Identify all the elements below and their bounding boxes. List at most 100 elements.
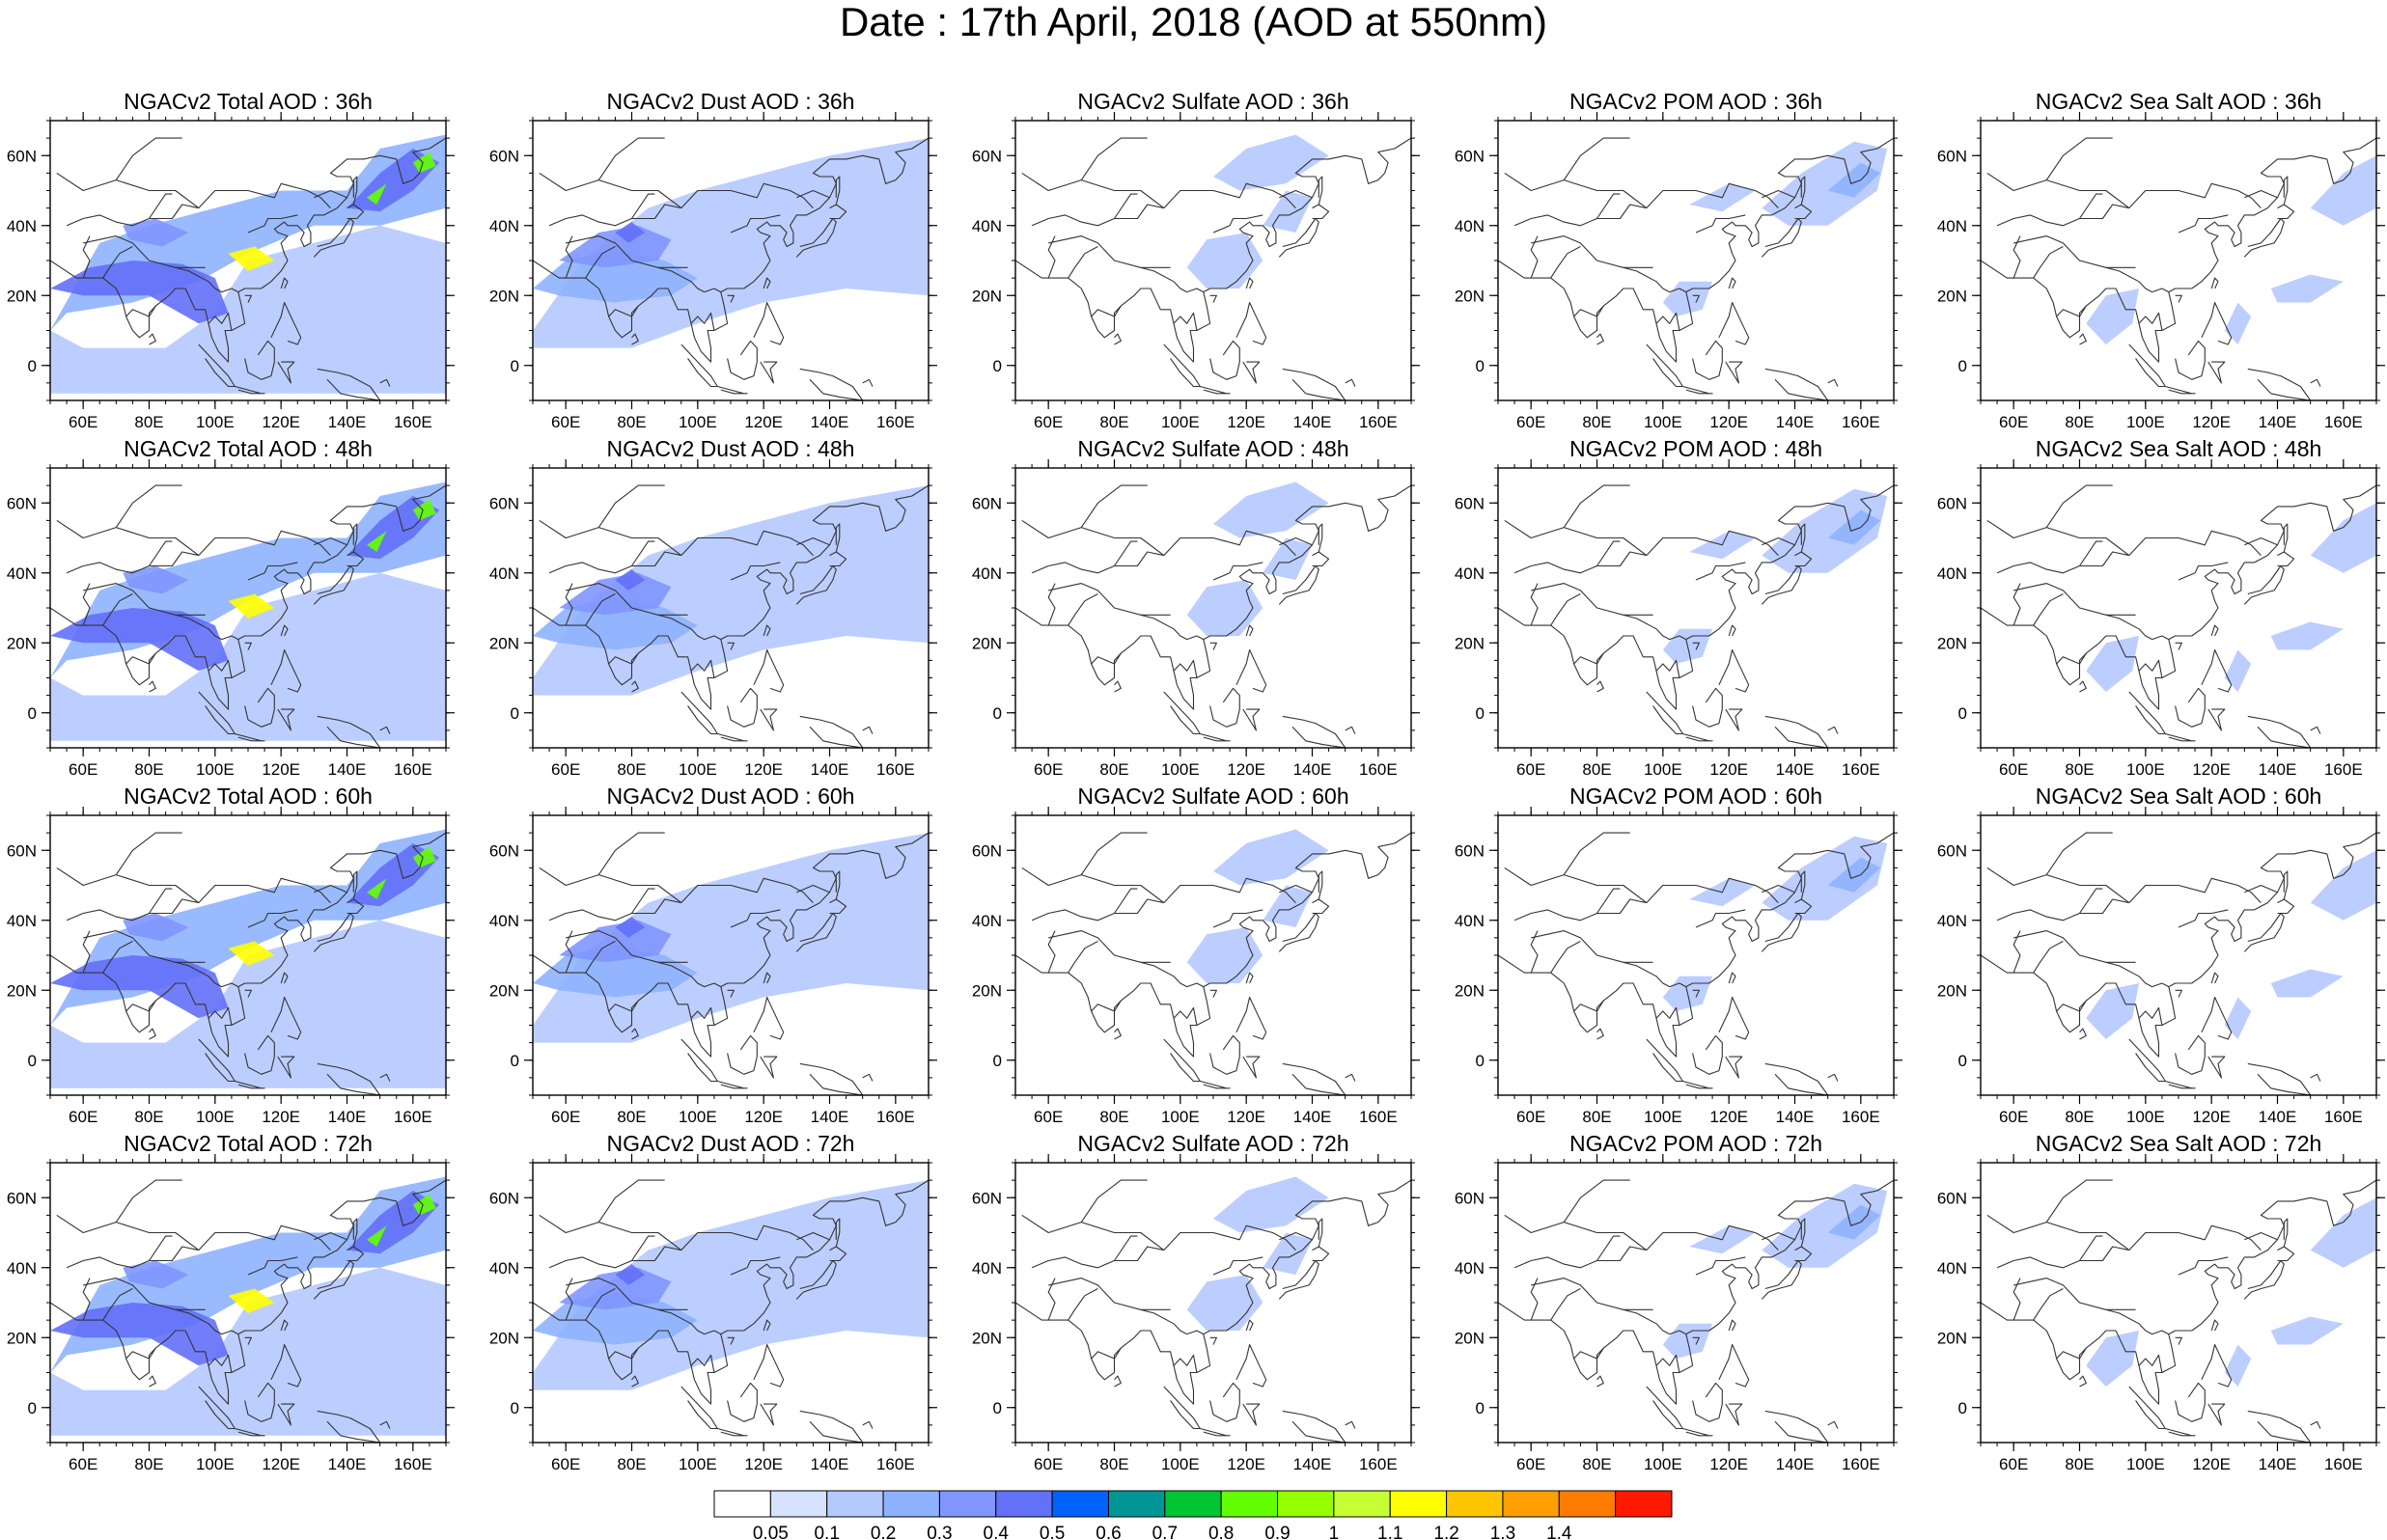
coastline	[2244, 189, 2278, 199]
lat-tick-label: 60N	[1937, 494, 1967, 512]
coastline	[1646, 877, 1779, 903]
lon-tick-label: 120E	[2192, 413, 2231, 431]
lon-tick-label: 60E	[1516, 413, 1545, 431]
aod-field	[533, 833, 929, 1043]
coastline	[125, 305, 156, 317]
coastline	[1212, 909, 1263, 928]
coastline	[1245, 1319, 1254, 1332]
coastline	[835, 1218, 841, 1248]
coastline	[1015, 1179, 1411, 1405]
panel-title: NGACv2 Sulfate AOD : 60h	[1077, 784, 1348, 809]
coastline	[1498, 1179, 1894, 1405]
lon-tick-label: 60E	[1034, 1455, 1063, 1473]
coastline	[1530, 930, 1539, 974]
coastline	[125, 652, 156, 665]
coastline	[2175, 294, 2182, 303]
coastline	[1531, 1278, 1653, 1310]
coastline	[2056, 1000, 2087, 1012]
lat-tick-label: 0	[28, 1399, 37, 1417]
lat-tick-label: 40N	[7, 1259, 37, 1278]
colorbar-swatch	[882, 1490, 940, 1518]
lat-tick-label: 60N	[1455, 494, 1485, 512]
lon-tick-label: 100E	[1161, 1108, 1200, 1126]
coastline	[2128, 344, 2166, 388]
aod-contour	[533, 945, 698, 998]
coastline	[1623, 1308, 1687, 1335]
aod-contour	[412, 151, 436, 174]
aod-field	[1186, 134, 1329, 289]
coastline	[730, 909, 781, 928]
colorbar-swatch	[1107, 1490, 1166, 1518]
coastline-layer	[50, 484, 446, 748]
lat-tick-label: 0	[1476, 1399, 1485, 1417]
coastline	[1986, 866, 2130, 904]
lat-tick-label: 20N	[7, 287, 37, 305]
coastline	[608, 305, 639, 317]
coastline	[539, 172, 682, 209]
lat-tick-label: 0	[1958, 704, 1967, 723]
coastline	[314, 884, 347, 894]
lon-tick-label: 60E	[69, 1455, 97, 1473]
aod-contour	[615, 222, 646, 243]
aod-field	[2086, 1197, 2376, 1387]
coastline	[2079, 888, 2103, 914]
colorbar-swatch	[938, 1490, 997, 1518]
aod-contour	[1213, 481, 1329, 538]
coastline	[717, 385, 748, 395]
lon-tick-label: 60E	[1034, 413, 1063, 431]
coastline	[862, 1073, 874, 1082]
coastline	[314, 1231, 347, 1241]
coastline	[1245, 972, 1254, 984]
coastline	[1596, 333, 1604, 345]
coastline	[208, 1354, 233, 1373]
coastline	[379, 378, 391, 387]
coastline	[2128, 877, 2262, 903]
coastline	[270, 301, 302, 345]
lon-tick-label: 140E	[1293, 1455, 1332, 1473]
lon-tick-label: 60E	[1516, 1108, 1545, 1126]
coastline	[1209, 340, 1240, 380]
coastline	[347, 898, 365, 915]
coastline	[2243, 217, 2285, 258]
coastline	[1114, 193, 1138, 219]
lat-tick-label: 40N	[1455, 564, 1485, 583]
map-background	[1981, 121, 2376, 400]
coastline	[565, 235, 573, 279]
coastline	[2165, 1427, 2196, 1437]
coastline	[2165, 732, 2196, 742]
panel-title: NGACv2 Total AOD : 60h	[124, 784, 373, 809]
coastline	[2178, 909, 2229, 928]
aod-contour	[615, 569, 646, 591]
coastline	[2310, 1073, 2321, 1082]
coastline	[1345, 1420, 1356, 1429]
coastline	[1692, 340, 1723, 380]
lon-tick-label: 60E	[69, 760, 97, 779]
coastline	[270, 648, 302, 693]
lon-tick-label: 160E	[2324, 1108, 2363, 1126]
lon-tick-label: 100E	[1161, 760, 1200, 779]
coastline	[208, 1006, 233, 1026]
lon-tick-label: 100E	[1644, 760, 1682, 779]
coastline	[1047, 930, 1056, 974]
coastline	[1200, 1427, 1231, 1437]
coastline	[1235, 648, 1267, 693]
coastline	[102, 246, 133, 279]
coastline	[198, 344, 236, 388]
aod-contour	[2270, 621, 2344, 650]
coastline	[1163, 182, 1296, 208]
coastline	[352, 523, 358, 553]
lat-tick-label: 0	[511, 357, 519, 375]
lat-tick-label: 40N	[489, 564, 519, 583]
coastline	[2013, 1278, 2136, 1310]
coastline	[1345, 1073, 1356, 1082]
coastline	[1021, 1214, 1165, 1251]
lon-tick-label: 140E	[1776, 413, 1815, 431]
coastline	[1312, 204, 1330, 220]
coastline-layer	[1498, 137, 1894, 400]
lat-tick-label: 40N	[1937, 564, 1967, 583]
coastline	[1764, 715, 1829, 748]
aod-contour	[228, 1288, 275, 1313]
coastline	[2207, 1403, 2226, 1426]
coastline	[1031, 1246, 1164, 1269]
coastline	[149, 680, 156, 693]
